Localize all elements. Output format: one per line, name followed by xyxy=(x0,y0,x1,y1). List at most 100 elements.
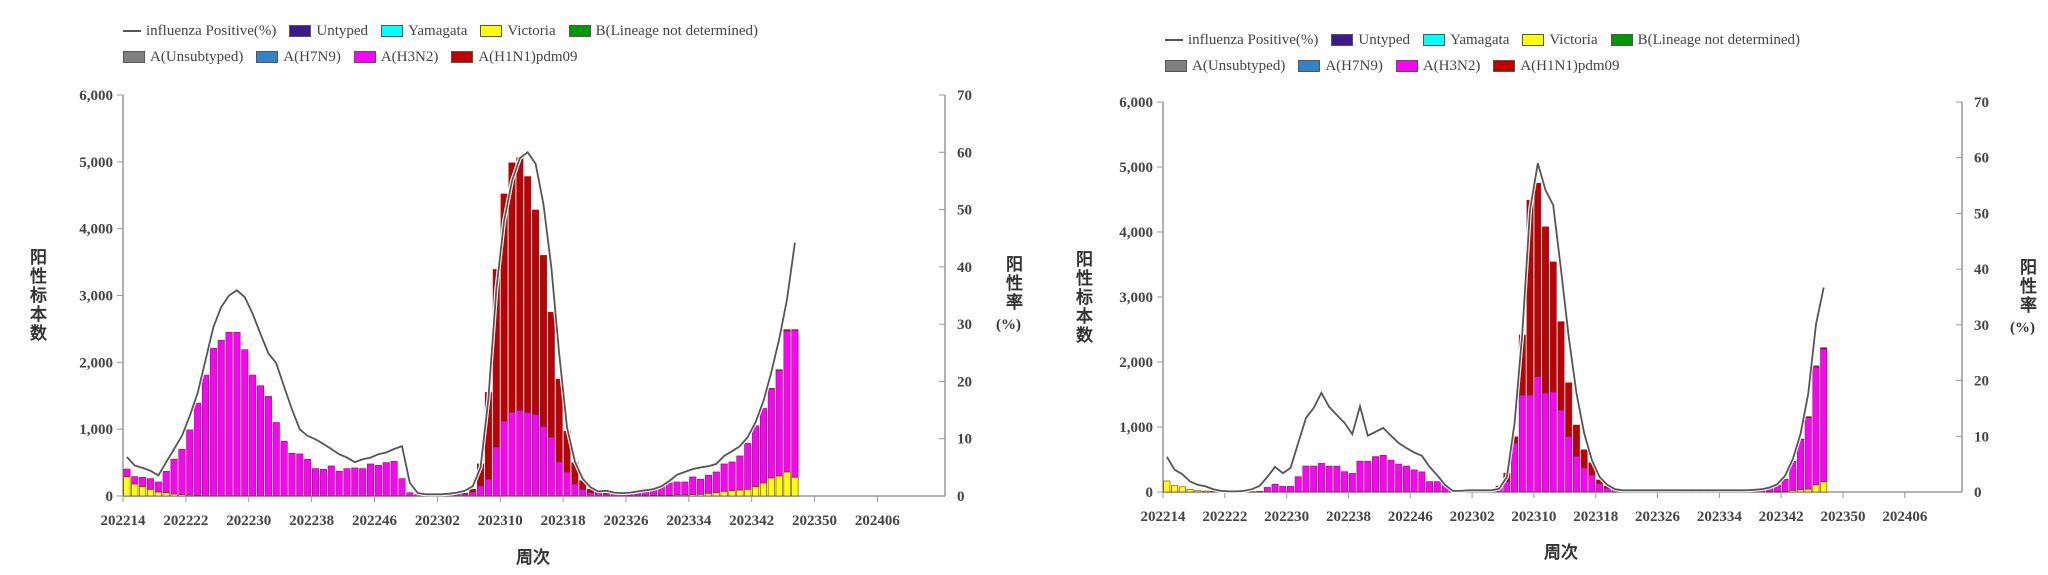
y2-tick-label: 10 xyxy=(1974,429,1989,445)
x-axis-title: 周次 xyxy=(516,548,550,568)
y2-axis-unit: (%) xyxy=(996,317,1021,333)
bar-a-h3n2--202223 xyxy=(194,402,202,496)
bar-a-h3n2--202229 xyxy=(1279,486,1287,493)
bar-a-h3n2--202236 xyxy=(1333,465,1341,493)
legend-row-1: influenza Positive(%) Untyped Yamagata Vict… xyxy=(123,18,758,44)
legend: influenza Positive(%) Untyped Yamagata Vict… xyxy=(123,18,758,70)
legend-label: A(H3N2) xyxy=(1422,57,1481,74)
bar-a-h3n2--202235 xyxy=(288,452,296,497)
y2-tick-label: 0 xyxy=(957,489,965,505)
y-tick-label: 6,000 xyxy=(1119,95,1153,111)
bar-a-h3n2--202248 xyxy=(1426,481,1434,493)
legend-swatch xyxy=(123,51,145,63)
bar-a-h3n2--202249 xyxy=(1433,481,1441,493)
bar-a-h3n2--202231 xyxy=(1294,476,1302,493)
y2-tick-label: 20 xyxy=(1974,374,1989,390)
x-tick-label: 202334 xyxy=(1697,509,1743,525)
x-tick-label: 202406 xyxy=(855,513,901,529)
legend-item: Yamagata xyxy=(1423,32,1509,49)
x-tick-label: 202214 xyxy=(1141,509,1187,525)
y-tick-label: 2,000 xyxy=(79,355,113,371)
bar-a-h3n2--202217 xyxy=(146,478,155,490)
bar-a-h3n2--202221 xyxy=(178,448,186,495)
bar-a-h3n2--202227 xyxy=(1263,487,1271,493)
y2-tick-label: 50 xyxy=(957,203,972,219)
bar-a-h3n2--202335 xyxy=(697,478,705,495)
bar-a-h3n2--202230 xyxy=(1287,486,1294,493)
bar-a-h1n1-pdm09-202312 xyxy=(1549,261,1557,393)
positive-rate-line xyxy=(1166,163,1825,493)
legend-label: A(H7N9) xyxy=(283,48,341,65)
x-tick-label: 202222 xyxy=(163,513,208,529)
x-tick-label: 202350 xyxy=(1821,509,1866,525)
x-axis-title: 周次 xyxy=(1544,543,1578,563)
bar-a-h1n1-pdm09-202310 xyxy=(500,193,508,422)
bar-a-h3n2--202238 xyxy=(1348,473,1356,493)
y-axis-title: 阳性标本数 xyxy=(1072,250,1092,345)
legend-label: A(Unsubtyped) xyxy=(150,48,244,65)
bar-a-h3n2--202346 xyxy=(1812,366,1820,486)
x-tick-label: 202318 xyxy=(1573,509,1618,525)
bar-a-h1n1-pdm09-202346 xyxy=(1812,365,1820,368)
x-tick-label: 202230 xyxy=(1264,509,1309,525)
bar-a-h1n1-pdm09-202347 xyxy=(1820,347,1828,350)
bar-a-h1n1-pdm09-202310 xyxy=(1534,182,1542,377)
y2-tick-label: 30 xyxy=(957,317,972,333)
bar-a-h3n2--202347 xyxy=(1820,348,1828,482)
x-tick-label: 202334 xyxy=(666,513,712,529)
bar-a-h3n2--202237 xyxy=(304,458,312,497)
bar-victoria-202219 xyxy=(1202,490,1209,493)
bar-a-h3n2--202231 xyxy=(257,385,265,497)
y-tick-label: 0 xyxy=(1146,485,1154,501)
legend-item: Untyped xyxy=(1331,32,1410,49)
positive-rate-line-halo xyxy=(1165,162,1826,494)
bar-a-h3n2--202226 xyxy=(217,339,225,497)
bar-a-h3n2--202242 xyxy=(1379,454,1387,493)
bar-a-h1n1-pdm09-202306 xyxy=(469,489,477,493)
bar-a-h3n2--202214 xyxy=(123,468,131,477)
bar-a-h3n2--202243 xyxy=(351,467,359,497)
bar-a-h1n1-pdm09-202313 xyxy=(1557,321,1565,411)
y-tick-label: 2,000 xyxy=(1119,355,1153,371)
y2-axis-unit: (%) xyxy=(2010,320,2035,336)
bar-a-h3n2--202312 xyxy=(1549,391,1557,493)
y2-tick-label: 60 xyxy=(957,145,972,161)
legend-swatch xyxy=(289,25,312,37)
legend-swatch xyxy=(1165,39,1183,41)
y2-tick-label: 40 xyxy=(1974,262,1989,278)
y2-tick-label: 50 xyxy=(1974,206,1989,222)
legend-swatch xyxy=(1165,60,1187,72)
legend-row-2: A(Unsubtyped) A(H7N9) A(H3N2) A(H1N1)pdm09 xyxy=(123,44,758,70)
bar-a-h3n2--202234 xyxy=(1317,463,1325,493)
legend-label: Yamagata xyxy=(408,22,468,39)
bar-a-h1n1-pdm09-202305 xyxy=(461,493,469,495)
legend-swatch xyxy=(381,25,404,37)
chart-right: influenza Positive(%) Untyped Yamagata Vict… xyxy=(1024,0,2048,575)
bar-victoria-202218 xyxy=(1194,490,1202,493)
bar-a-h3n2--202311 xyxy=(1542,392,1549,493)
legend-swatch xyxy=(451,51,474,63)
x-tick-label: 202238 xyxy=(289,513,334,529)
bar-a-h3n2--202215 xyxy=(131,476,139,485)
bar-victoria-202217 xyxy=(1186,489,1194,493)
bar-a-h3n2--202238 xyxy=(312,468,320,497)
bar-a-h3n2--202224 xyxy=(201,374,210,497)
bar-a-h1n1-pdm09-202311 xyxy=(1542,226,1549,394)
bar-a-h3n2--202342 xyxy=(1781,479,1789,492)
bar-a-h3n2--202308 xyxy=(1518,394,1526,493)
legend-swatch xyxy=(353,51,376,63)
legend-row-2: A(Unsubtyped) A(H7N9) A(H3N2) A(H1N1)pdm09 xyxy=(1165,53,1800,79)
y2-tick-label: 20 xyxy=(957,374,972,390)
bar-a-h3n2--202333 xyxy=(681,481,689,496)
bar-a-h3n2--202340 xyxy=(736,455,744,491)
bar-victoria-202216 xyxy=(1178,486,1186,493)
legend-row-1: influenza Positive(%) Untyped Yamagata Vict… xyxy=(1165,27,1800,53)
bar-a-h3n2--202319 xyxy=(1603,487,1611,493)
x-tick-label: 202342 xyxy=(1759,509,1804,525)
x-tick-label: 202246 xyxy=(1388,509,1434,525)
x-tick-label: 202310 xyxy=(1511,509,1556,525)
x-tick-label: 202302 xyxy=(415,513,460,529)
y2-tick-label: 70 xyxy=(957,88,972,104)
legend-label: B(Lineage not determined) xyxy=(1637,31,1801,48)
